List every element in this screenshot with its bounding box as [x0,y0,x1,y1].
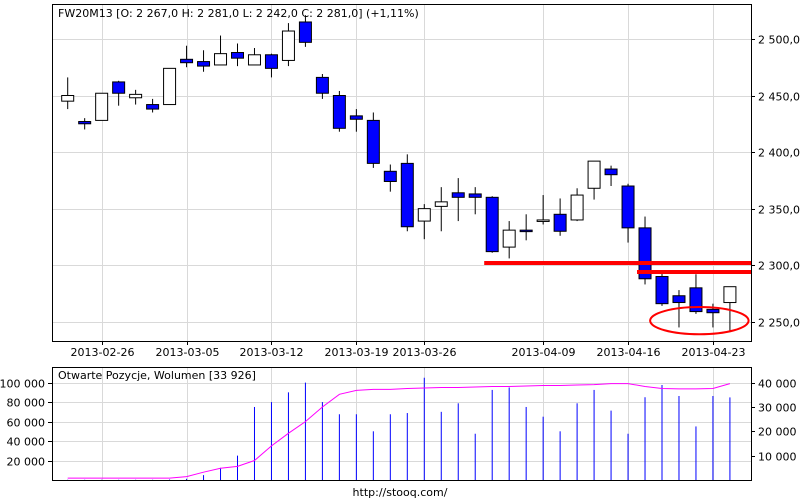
candle-down [231,52,244,59]
volume-y-right-tick-label: 20 000 [758,426,797,439]
candle-up [587,160,601,189]
candle-up [281,30,295,61]
volume-bars [67,377,731,480]
footer-url: http://stooq.com/ [353,486,448,499]
candle-down [349,115,363,120]
candle-down [78,121,92,125]
candle-up [502,229,516,248]
candle-down [468,193,482,198]
price-y-tick-label: 2 300,0 [758,260,800,273]
candle-up [434,201,448,207]
candle-up [129,93,143,99]
price-panel-title: FW20M13 [O: 2 267,0 H: 2 281,0 L: 2 242,… [58,7,419,20]
candle-down [451,192,465,198]
candle-down [332,95,346,129]
candle-up [163,67,177,106]
price-annotations [484,260,751,336]
price-x-tick-label: 2013-04-09 [512,346,576,359]
volume-y-right-tick-label: 10 000 [758,451,797,464]
price-x-tick-label: 2013-03-05 [156,346,220,359]
volume-y-left-tick-label: 60 000 [7,417,46,430]
price-x-tick-label: 2013-04-23 [682,346,746,359]
price-y-tick-label: 2 250,0 [758,317,800,330]
price-x-tick-label: 2013-02-26 [71,346,135,359]
candle-down [366,119,380,164]
candle-down [197,61,211,67]
candle-down [604,168,618,176]
volume-y-axis-left: 20 000 40 000 60 000 80 000 100 000 [0,378,52,469]
open-interest-line [67,383,731,479]
volume-y-left-tick-label: 20 000 [7,456,46,469]
price-y-tick-label: 2 450,0 [758,91,800,104]
candle-down [264,54,278,69]
candle-down [180,58,194,64]
volume-y-right-tick-label: 30 000 [758,402,797,415]
volume-y-right-tick-label: 40 000 [758,378,797,391]
candle-down [655,276,669,305]
price-x-tick-label: 2013-03-26 [393,346,457,359]
candle-up [61,95,75,102]
candle-up [417,208,431,222]
candle-down [638,227,652,280]
open-interest-polyline [67,383,731,479]
volume-y-left-tick-label: 40 000 [7,436,46,449]
candle-down [315,76,329,94]
candle-down [553,213,567,232]
candle-down [383,170,397,182]
candle-up [95,92,109,121]
price-y-axis: 2 250,0 2 300,0 2 350,0 2 400,0 2 450,0 2 500… [751,34,800,330]
price-grid [53,5,751,341]
candle-down [672,295,686,304]
candle-down [689,287,703,313]
candle-down [146,104,160,110]
candle-up [214,53,228,66]
candle-down [706,308,720,314]
price-y-tick-label: 2 500,0 [758,34,800,47]
candle-down [298,21,312,43]
price-x-tick-label: 2013-04-16 [597,346,661,359]
volume-y-left-tick-label: 80 000 [7,397,46,410]
candle-up [723,286,737,304]
volume-y-axis-right: 10 000 20 000 30 000 40 000 [751,378,797,464]
candle-down [400,162,414,228]
price-x-axis: 2013-02-26 2013-03-05 2013-03-12 2013-03-19… [71,341,746,359]
volume-panel-frame [52,367,752,481]
candle-down [485,196,499,253]
price-x-tick-label: 2013-03-12 [240,346,304,359]
price-candles [61,15,737,331]
volume-y-left-tick-label: 100 000 [0,378,45,391]
candle-down [112,81,126,94]
price-y-tick-label: 2 350,0 [758,204,800,217]
volume-grid [53,368,751,480]
price-x-tick-label: 2013-03-19 [325,346,389,359]
candle-down [621,185,635,229]
candle-up [247,54,261,66]
candle-up [570,194,584,221]
candle-down [519,229,533,233]
volume-panel-title: Otwarte Pozycje, Wolumen [33 926] [58,369,256,382]
price-panel-frame [52,4,752,342]
highlight-ellipse [649,306,750,336]
price-y-tick-label: 2 400,0 [758,147,800,160]
candle-up [536,219,550,222]
